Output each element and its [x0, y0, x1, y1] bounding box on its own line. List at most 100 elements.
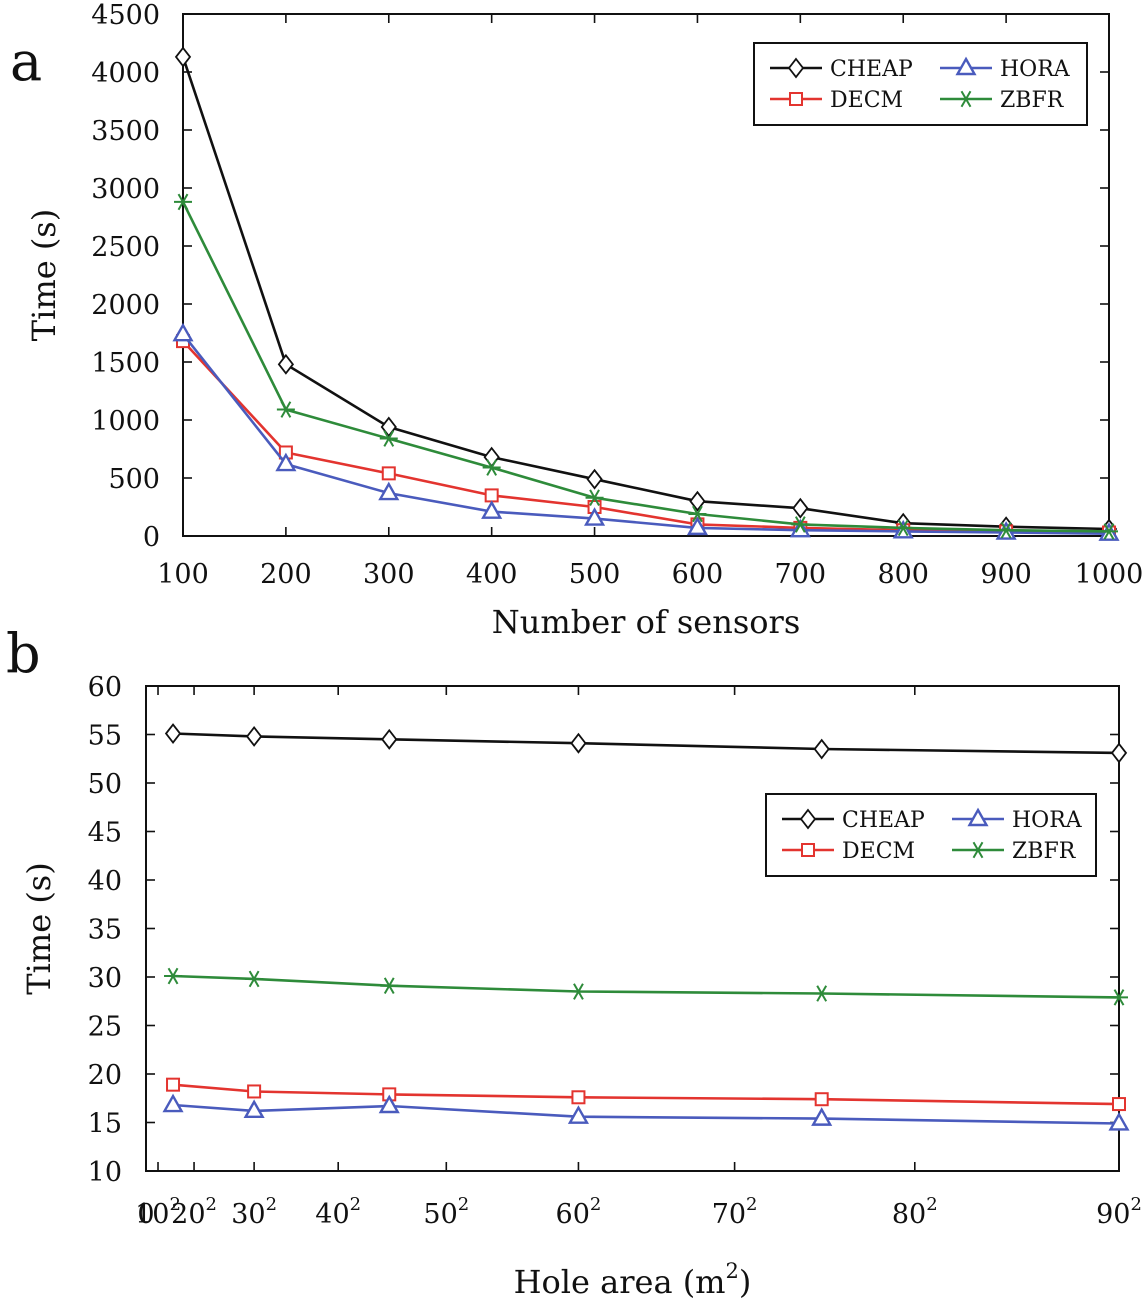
data-point-hora — [567, 1105, 590, 1124]
data-point-hora — [481, 500, 503, 519]
x-tick-base: 70 — [712, 1199, 746, 1230]
x-tick-label: 600 — [672, 559, 724, 590]
x-tick-base: 20 — [171, 1199, 205, 1230]
x-tick-label: 900 — [980, 559, 1032, 590]
panel-a: a 0 500 1000 1500 2000 2500 3000 3500 4000 4500 100… — [10, 0, 1143, 641]
x-tick-sup: 2 — [1130, 1194, 1141, 1215]
data-point-zbfr — [812, 985, 831, 1002]
x-tick-base: 40 — [315, 1199, 349, 1230]
data-point-cheap — [483, 446, 500, 468]
x-tick-label: 200 — [260, 559, 312, 590]
x-tick-label: 902 — [1096, 1194, 1142, 1230]
data-point-zbfr — [791, 516, 810, 533]
x-tick-label: 802 — [892, 1194, 938, 1230]
data-point-hora — [686, 516, 709, 536]
series-hora — [172, 322, 1120, 541]
x-tick-sup: 2 — [169, 1194, 180, 1215]
data-point-zbfr — [894, 519, 913, 537]
data-point-hora — [378, 481, 400, 501]
data-point-hora — [378, 1094, 400, 1114]
series-line-decm — [172, 1083, 1120, 1106]
x-tick-label: 1000 — [1075, 559, 1144, 590]
x-tick-label: 602 — [556, 1194, 602, 1230]
y-tick-label: 15 — [88, 1109, 122, 1140]
legend-marker — [955, 56, 977, 76]
y-tick-label: 30 — [88, 963, 122, 994]
legend-box — [765, 793, 1097, 877]
x-tick-base: 90 — [1096, 1199, 1130, 1230]
series-zbfr — [174, 193, 1118, 540]
x-tick-label: 700 — [775, 559, 827, 590]
y-tick-label: 60 — [88, 672, 122, 703]
x-tick-label: 102 — [135, 1194, 181, 1230]
x-tick-label: 500 — [569, 559, 621, 590]
y-tick-label: 500 — [108, 464, 160, 495]
legend-label: DECM — [842, 839, 915, 864]
x-tick-sup: 2 — [206, 1194, 217, 1215]
data-point-decm — [381, 466, 396, 481]
data-point-zbfr — [482, 459, 501, 476]
legend-label: CHEAP — [842, 808, 925, 833]
x-tick-base: 30 — [231, 1199, 265, 1230]
legend-label: DECM — [830, 88, 903, 113]
data-point-decm — [484, 488, 499, 503]
data-point-cheap — [813, 738, 830, 760]
y-tick-label: 3000 — [91, 174, 160, 205]
data-point-zbfr — [380, 977, 399, 995]
data-point-hora — [811, 1107, 833, 1126]
series-line-hora — [172, 1103, 1120, 1125]
data-point-cheap — [277, 353, 295, 375]
y-tick-label: 45 — [88, 818, 122, 849]
x-tick-base: 80 — [892, 1199, 926, 1230]
x-tick-base: 60 — [556, 1199, 590, 1230]
legend-marker — [801, 843, 815, 857]
data-point-zbfr — [688, 505, 707, 523]
data-point-cheap — [380, 416, 397, 438]
legend-marker — [787, 57, 805, 79]
data-point-cheap — [586, 468, 603, 490]
x-tick-label: 502 — [423, 1194, 469, 1230]
data-point-decm — [1112, 1097, 1126, 1112]
data-point-cheap — [164, 723, 182, 744]
data-point-zbfr — [997, 521, 1016, 539]
data-point-decm — [247, 1084, 262, 1099]
y-tick-label: 50 — [88, 769, 122, 800]
data-point-hora — [583, 507, 606, 526]
data-point-zbfr — [174, 193, 192, 211]
y-axis-label: Time (s) — [20, 862, 58, 994]
x-tick-label: 302 — [231, 1194, 277, 1230]
data-point-decm — [814, 1092, 829, 1107]
y-tick-label: 3500 — [91, 116, 160, 147]
data-point-cheap — [792, 497, 809, 519]
legend-marker — [957, 90, 975, 108]
series-decm — [166, 1077, 1126, 1112]
legend-marker — [789, 92, 803, 106]
x-axis-label: Hole area (m2) — [514, 1259, 752, 1301]
y-tick-label: 4000 — [91, 58, 160, 89]
legend-label: HORA — [1012, 808, 1083, 833]
x-tick-label: 300 — [363, 559, 415, 590]
series-line-hora — [181, 333, 1110, 535]
series-line-cheap — [172, 732, 1120, 755]
x-tick-label: 800 — [877, 559, 929, 590]
series-decm — [176, 334, 1116, 540]
y-tick-label: 1000 — [91, 406, 160, 437]
data-point-hora — [275, 452, 297, 472]
x-tick-label: 0 — [137, 1199, 154, 1230]
series-line-cheap — [181, 56, 1110, 531]
x-tick-sup: 2 — [926, 1194, 937, 1215]
legend: CHEAP HORA DECM ZBFR — [765, 793, 1097, 877]
data-point-zbfr — [1100, 523, 1118, 540]
x-tick-base: 10 — [135, 1199, 169, 1230]
series-hora — [162, 1093, 1130, 1131]
data-point-hora — [1108, 1112, 1130, 1131]
x-axis-label: Number of sensors — [492, 603, 801, 641]
x-tick-sup: 2 — [266, 1194, 277, 1215]
y-tick-label: 10 — [88, 1157, 122, 1188]
x-tick-sup: 2 — [590, 1194, 601, 1215]
y-tick-label: 0 — [143, 522, 160, 553]
y-tick-label: 2500 — [91, 232, 160, 263]
legend-label: HORA — [1000, 57, 1071, 82]
